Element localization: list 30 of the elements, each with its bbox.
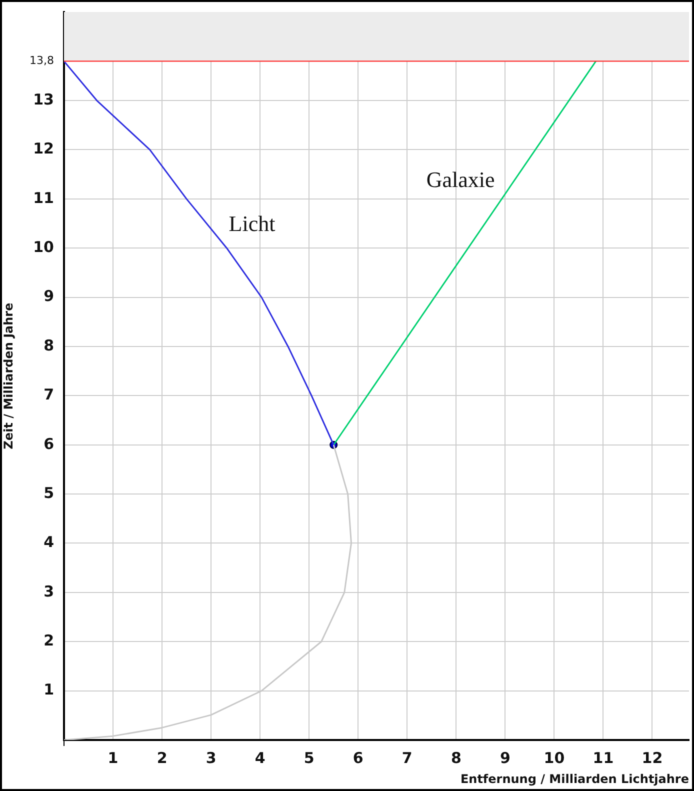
y-tick-label: 4 <box>44 533 54 552</box>
series-label: Licht <box>228 211 276 236</box>
x-tick-label: 3 <box>206 748 216 767</box>
y-tick-label: 10 <box>33 238 54 256</box>
x-tick-label: 4 <box>254 748 266 767</box>
x-tick-label: 1 <box>108 748 118 767</box>
x-tick-label: 7 <box>402 748 412 767</box>
y-tick-label: 8 <box>44 336 54 354</box>
x-tick-label: 5 <box>304 748 314 767</box>
y-tick-label: 11 <box>33 188 54 207</box>
x-axis-title: Entfernung / Milliarden Lichtjahre <box>460 772 689 786</box>
x-tick-label: 10 <box>544 748 565 767</box>
y-axis-title: Zeit / Milliarden Jahre <box>1 302 16 450</box>
y-tick-label: 3 <box>44 582 54 600</box>
x-tick-label: 12 <box>642 748 663 767</box>
y-tick-label: 12 <box>33 140 54 158</box>
y-tick-label: 7 <box>44 386 54 404</box>
y-tick-label: 13 <box>33 90 54 108</box>
y-tick-label: 5 <box>44 484 54 502</box>
x-tick-label: 9 <box>500 748 510 767</box>
x-tick-label: 2 <box>156 748 168 767</box>
y-tick-label: 2 <box>44 632 54 650</box>
y-tick-label: 13,8 <box>30 54 54 68</box>
series-label: Galaxie <box>426 167 495 192</box>
x-tick-label: 11 <box>592 748 614 767</box>
x-tick-label: 6 <box>352 748 364 767</box>
y-tick-label: 9 <box>44 287 54 306</box>
x-tick-label: 8 <box>450 748 462 767</box>
y-tick-label: 6 <box>44 434 54 453</box>
y-tick-label: 1 <box>44 680 54 699</box>
